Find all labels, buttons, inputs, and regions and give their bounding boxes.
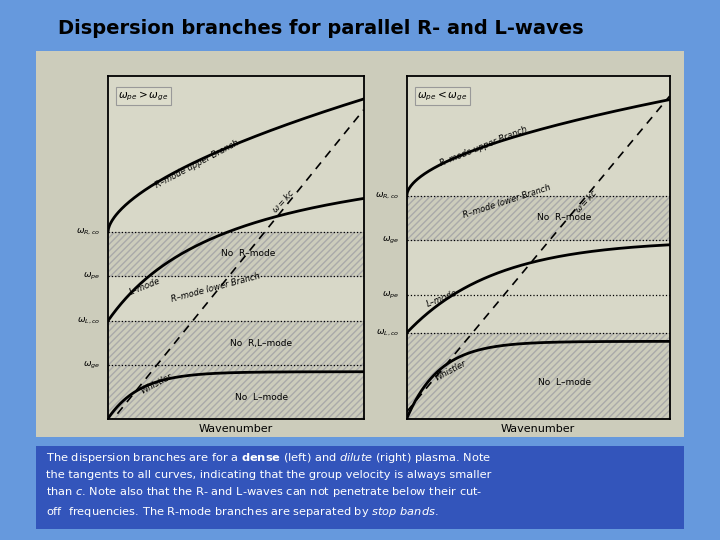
Text: R–mode lower Branch: R–mode lower Branch [170,271,261,303]
Text: $\omega_{pe}$: $\omega_{pe}$ [83,271,100,282]
X-axis label: Wavenumber: Wavenumber [199,424,273,434]
Text: $\omega_{L,co}$: $\omega_{L,co}$ [376,328,399,338]
Text: No  R,L–mode: No R,L–mode [230,339,292,348]
Text: L–mode: L–mode [426,288,459,309]
Text: No  L–mode: No L–mode [538,378,591,387]
Text: R–mode lower Branch: R–mode lower Branch [462,183,552,220]
Text: R–mode upper Branch: R–mode upper Branch [438,125,528,168]
Text: $\omega_{ge}$: $\omega_{ge}$ [382,235,399,246]
Text: $\omega = kc$: $\omega = kc$ [572,186,600,215]
Text: No  R–mode: No R–mode [221,249,276,259]
Text: Whistler: Whistler [433,359,468,382]
Text: $\omega_{R,co}$: $\omega_{R,co}$ [374,191,399,201]
Text: Dispersion branches for parallel R- and L-waves: Dispersion branches for parallel R- and … [58,19,583,38]
Text: Whistler: Whistler [139,372,174,396]
Text: $\omega_{R,co}$: $\omega_{R,co}$ [76,226,100,237]
Text: No  L–mode: No L–mode [235,393,288,402]
X-axis label: Wavenumber: Wavenumber [501,424,575,434]
Text: $\omega_{L,co}$: $\omega_{L,co}$ [77,316,100,326]
Text: $\omega_{ge}$: $\omega_{ge}$ [83,360,100,371]
Text: $\omega_{pe}$: $\omega_{pe}$ [382,289,399,301]
Text: The dispersion branches are for a $\mathbf{dense}$ (left) and $\mathit{dilute}$ : The dispersion branches are for a $\math… [46,451,491,519]
Text: R–mode upper Branch: R–mode upper Branch [154,139,240,191]
Text: L–mode: L–mode [128,276,162,297]
Text: $\omega = kc$: $\omega = kc$ [269,186,297,215]
Text: $\omega_{pe} > \omega_{ge}$: $\omega_{pe} > \omega_{ge}$ [118,89,168,103]
Text: No  R–mode: No R–mode [537,213,592,222]
Text: $\omega_{pe} < \omega_{ge}$: $\omega_{pe} < \omega_{ge}$ [418,89,467,103]
